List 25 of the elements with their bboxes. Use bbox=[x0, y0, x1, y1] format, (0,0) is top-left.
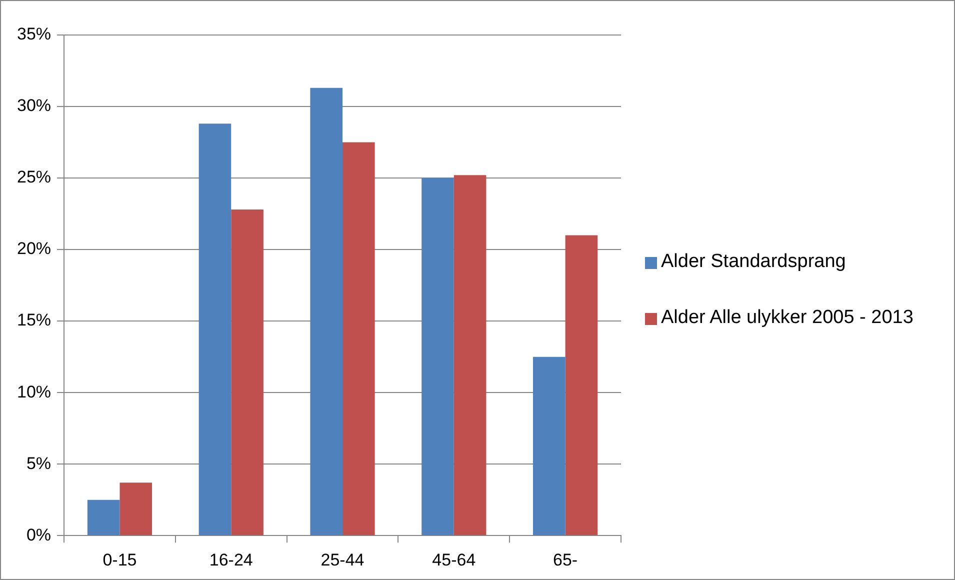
bar bbox=[533, 356, 566, 536]
bar bbox=[231, 209, 264, 536]
y-tick-label: 30% bbox=[16, 96, 52, 116]
x-tick-label: 45-64 bbox=[432, 550, 476, 570]
legend-label: Alder Alle ulykker 2005 - 2013 bbox=[661, 307, 914, 329]
legend-label: Alder Standardsprang bbox=[661, 251, 846, 273]
x-tick-label: 16-24 bbox=[209, 550, 253, 570]
x-tick-label: 0-15 bbox=[102, 550, 137, 570]
bar bbox=[454, 175, 486, 536]
x-tick-label: 25-44 bbox=[320, 550, 364, 570]
bar bbox=[198, 124, 232, 536]
x-tick-label: 65- bbox=[553, 550, 578, 570]
y-tick-label: 15% bbox=[16, 310, 52, 330]
y-tick-label: 35% bbox=[16, 24, 52, 44]
bar bbox=[87, 500, 120, 536]
y-tick-label: 25% bbox=[16, 168, 52, 187]
y-tick-label: 10% bbox=[16, 382, 52, 402]
y-tick-label: 0% bbox=[26, 525, 52, 544]
bar bbox=[120, 482, 152, 536]
y-tick-label: 20% bbox=[16, 239, 52, 258]
bar bbox=[310, 88, 343, 536]
bar bbox=[342, 142, 375, 536]
bar bbox=[565, 235, 598, 536]
y-tick-label: 5% bbox=[26, 454, 52, 473]
bar bbox=[422, 178, 454, 536]
